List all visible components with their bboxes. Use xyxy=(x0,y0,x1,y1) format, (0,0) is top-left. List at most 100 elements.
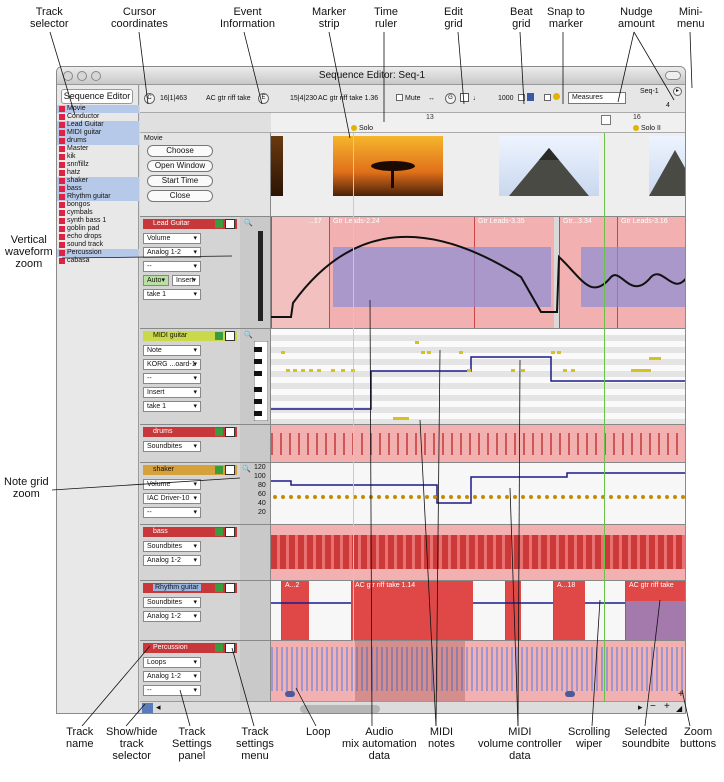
midi-note-dot[interactable] xyxy=(457,495,461,499)
play-enable-icon[interactable] xyxy=(215,644,223,652)
midi-note-dot[interactable] xyxy=(593,495,597,499)
midi-note-dot[interactable] xyxy=(617,495,621,499)
midi-note-dot[interactable] xyxy=(633,495,637,499)
lead-guitar-output-select[interactable]: Analog 1-2 xyxy=(143,247,201,258)
midi-note-dot[interactable] xyxy=(329,495,333,499)
midi-note-dot[interactable] xyxy=(409,495,413,499)
track-selector-item[interactable]: snr/fillz xyxy=(57,161,139,169)
midi-note-dot[interactable] xyxy=(649,495,653,499)
midi-note-dot[interactable] xyxy=(337,495,341,499)
vertical-zoom-in-button[interactable]: + xyxy=(678,689,684,700)
tab-sequence-editor[interactable]: Sequence Editor xyxy=(61,89,133,104)
track-selector-item[interactable]: goblin pad xyxy=(57,225,139,233)
track-selector-item[interactable]: Master xyxy=(57,145,139,153)
minimize-window-button[interactable] xyxy=(77,71,87,81)
midi-note-dot[interactable] xyxy=(393,495,397,499)
midi-note-dot[interactable] xyxy=(529,495,533,499)
time-ruler[interactable]: 13 16 Solo Solo II xyxy=(271,113,685,133)
vertical-waveform-zoom-icon[interactable]: 🔍 xyxy=(244,220,253,227)
track-settings-menu-button[interactable] xyxy=(225,643,235,653)
midi-guitar-device-select[interactable]: KORG ...oard-1 xyxy=(143,359,201,370)
zoom-out-button[interactable]: − xyxy=(650,701,656,712)
midi-note-dot[interactable] xyxy=(305,495,309,499)
midi-note-dot[interactable] xyxy=(681,495,685,499)
midi-note-dot[interactable] xyxy=(577,495,581,499)
midi-note-dot[interactable] xyxy=(441,495,445,499)
track-selector-item[interactable]: Percussion xyxy=(57,249,139,257)
track-selector-item[interactable]: Lead Guitar xyxy=(57,121,139,129)
midi-note-dot[interactable] xyxy=(377,495,381,499)
movie-close-button[interactable]: Close xyxy=(147,190,213,202)
midi-note-dot[interactable] xyxy=(585,495,589,499)
midi-note-dot[interactable] xyxy=(465,495,469,499)
midi-note-dot[interactable] xyxy=(353,495,357,499)
track-settings-menu-button[interactable] xyxy=(225,583,235,593)
midi-note-dot[interactable] xyxy=(665,495,669,499)
sequence-menu[interactable]: Seq-1 xyxy=(640,88,659,95)
track-selector-item[interactable]: synth bass 1 xyxy=(57,217,139,225)
percussion-loop-region[interactable] xyxy=(355,641,465,701)
track-settings-menu-button[interactable] xyxy=(225,331,235,341)
movie-open-window-button[interactable]: Open Window xyxy=(147,160,213,172)
event-information-button[interactable]: E xyxy=(258,93,269,104)
midi-guitar-blank-select[interactable]: -- xyxy=(143,373,201,384)
percussion-view-select[interactable]: Loops xyxy=(143,657,201,668)
midi-note-dot[interactable] xyxy=(273,495,277,499)
track-selector-item[interactable]: bongos xyxy=(57,201,139,209)
track-selector-item[interactable]: kik xyxy=(57,153,139,161)
play-enable-icon[interactable] xyxy=(215,528,223,536)
midi-note-dot[interactable] xyxy=(289,495,293,499)
mini-menu-button[interactable]: ▸ xyxy=(673,87,682,96)
snap-to-marker-checkbox[interactable] xyxy=(544,94,551,101)
track-settings-menu-button[interactable] xyxy=(225,219,235,229)
zoom-window-button[interactable] xyxy=(91,71,101,81)
track-name-bass[interactable]: bass xyxy=(143,527,237,537)
track-name-rhythm-guitar[interactable]: Rhythm guitar xyxy=(143,583,237,593)
midi-note-dot[interactable] xyxy=(449,495,453,499)
midi-note-dot[interactable] xyxy=(433,495,437,499)
play-enable-icon[interactable] xyxy=(215,466,223,474)
midi-note-dot[interactable] xyxy=(545,495,549,499)
midi-note-dot[interactable] xyxy=(345,495,349,499)
midi-guitar-mode-select[interactable]: Insert xyxy=(143,387,201,398)
soundbite-rhythm-1[interactable]: A...2 xyxy=(281,581,309,640)
show-hide-track-selector-button[interactable] xyxy=(142,703,153,713)
mute-checkbox[interactable] xyxy=(396,94,403,101)
cursor-coordinates-button[interactable]: C xyxy=(144,93,155,104)
beat-grid-checkbox[interactable] xyxy=(518,94,525,101)
midi-guitar-take-select[interactable]: take 1 xyxy=(143,401,201,412)
track-name-percussion[interactable]: Percussion xyxy=(143,643,237,653)
scrolling-wiper-handle[interactable] xyxy=(601,115,611,125)
track-selector-item[interactable]: bass xyxy=(57,185,139,193)
midi-note-dot[interactable] xyxy=(473,495,477,499)
midi-note-dot[interactable] xyxy=(657,495,661,499)
edit-grid-square-icon[interactable] xyxy=(460,93,469,102)
midi-note-dot[interactable] xyxy=(553,495,557,499)
play-enable-icon[interactable] xyxy=(215,332,223,340)
movie-start-time-button[interactable]: Start Time xyxy=(147,175,213,187)
marker-solo-ii[interactable]: Solo II xyxy=(633,125,661,132)
horizontal-scrollbar[interactable]: ◂ ▸ − + ◢ xyxy=(140,701,685,713)
note-grid-zoom-icon[interactable]: 🔍 xyxy=(242,466,251,473)
loop-icon[interactable] xyxy=(285,691,295,697)
midi-note-dot[interactable] xyxy=(361,495,365,499)
track-selector-item[interactable]: Movie xyxy=(57,105,139,113)
track-name-midi-guitar[interactable]: MIDI guitar xyxy=(143,331,237,341)
soundbite-rhythm-4[interactable]: A...18 xyxy=(553,581,585,640)
midi-guitar-note-select[interactable]: Note xyxy=(143,345,201,356)
percussion-blank-select[interactable]: -- xyxy=(143,685,201,696)
track-selector-item[interactable]: Rhythm guitar xyxy=(57,193,139,201)
midi-note-dot[interactable] xyxy=(497,495,501,499)
track-selector-item[interactable]: cabasa xyxy=(57,257,139,265)
scrolling-wiper[interactable] xyxy=(604,133,605,701)
midi-note-dot[interactable] xyxy=(369,495,373,499)
track-name-drums[interactable]: drums xyxy=(143,427,237,437)
midi-note-dot[interactable] xyxy=(489,495,493,499)
midi-note-dot[interactable] xyxy=(569,495,573,499)
midi-note-dot[interactable] xyxy=(505,495,509,499)
play-enable-icon[interactable] xyxy=(215,584,223,592)
marker-solo[interactable]: Solo xyxy=(351,125,373,132)
play-enable-icon[interactable] xyxy=(215,220,223,228)
movie-choose-button[interactable]: Choose xyxy=(147,145,213,157)
resize-grip-icon[interactable]: ◢ xyxy=(676,704,683,713)
